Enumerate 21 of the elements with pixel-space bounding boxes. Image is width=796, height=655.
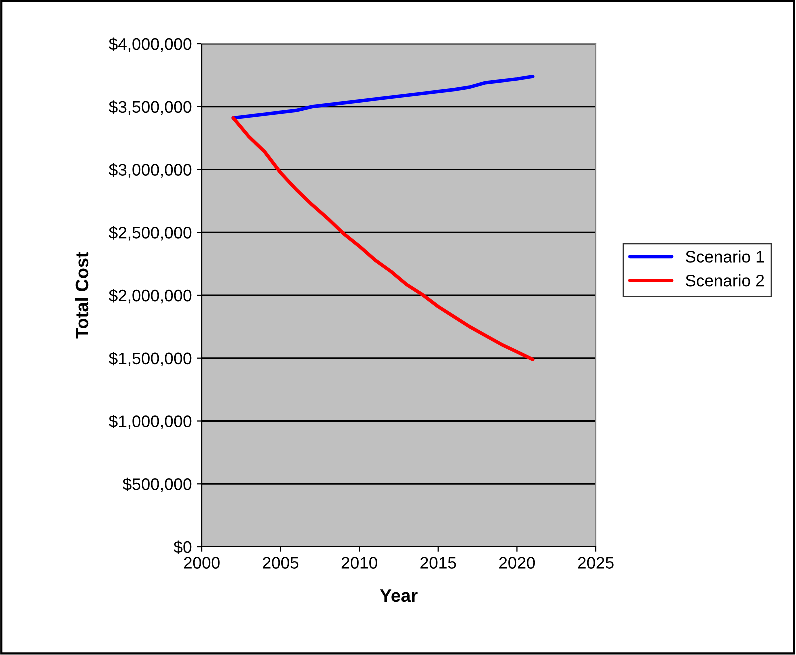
y-tick-label: $1,000,000 <box>109 414 192 430</box>
y-tick-label: $3,000,000 <box>109 163 192 178</box>
y-tick-label: $0 <box>174 540 192 554</box>
line-series <box>232 116 535 362</box>
x-tick-label: 2010 <box>342 557 378 569</box>
y-tick-label: $1,500,000 <box>109 352 192 367</box>
y-tick-label: $500,000 <box>122 478 192 492</box>
x-tick-label: 2000 <box>184 557 220 569</box>
legend-label: Scenario 2 <box>686 274 764 287</box>
y-axis-title: Total Cost <box>75 252 89 339</box>
x-tick-label: 2015 <box>420 557 456 569</box>
x-tick-label: 2005 <box>263 557 299 569</box>
y-tick-label: $4,000,000 <box>109 38 192 52</box>
x-tick-label: 2020 <box>500 557 536 569</box>
x-tick-label: 2025 <box>578 557 614 569</box>
y-tick-label: $3,500,000 <box>109 100 192 116</box>
line-series <box>232 74 535 120</box>
legend-label: Scenario 1 <box>686 250 764 263</box>
y-tick-label: $2,500,000 <box>109 226 192 241</box>
y-tick-label: $2,000,000 <box>109 289 192 304</box>
x-axis-title: Year <box>380 590 418 602</box>
